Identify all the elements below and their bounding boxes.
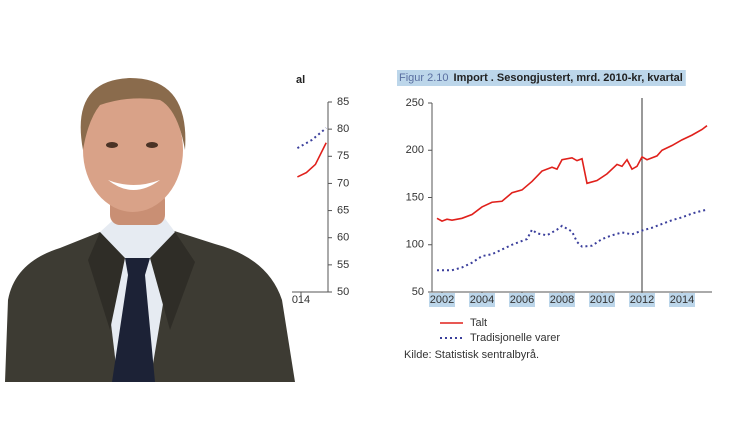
chart-title: Import . Sesongjustert, mrd. 2010-kr, kv… [454,72,683,84]
series-line [297,142,327,178]
lapel-right [150,232,195,330]
x-tick-highlight [629,293,655,307]
x-tick-label: 2012 [630,294,654,306]
hair [80,78,186,150]
y-tick-label: 85 [337,96,349,108]
y-tick-label: 100 [406,239,424,251]
x-tick-label: 2004 [470,294,494,306]
x-tick-label: 014 [292,294,310,306]
eye [106,142,118,148]
tie [112,258,155,382]
x-tick-label: 2014 [670,294,694,306]
series-line [296,127,327,150]
x-tick-label: 2008 [550,294,574,306]
y-tick-label: 50 [337,286,349,298]
x-tick-highlight [509,293,535,307]
eye [146,142,158,148]
x-tick-label: 2010 [590,294,614,306]
x-tick-label: 2006 [510,294,534,306]
y-tick-label: 250 [406,97,424,109]
y-tick-label: 200 [406,144,424,156]
y-tick-label: 150 [406,191,424,203]
y-tick-label: 50 [412,286,424,298]
x-tick-highlight [469,293,495,307]
x-tick-highlight [549,293,575,307]
series-line [437,208,708,272]
x-tick-highlight [429,293,455,307]
y-tick-label: 65 [337,204,349,216]
y-tick-label: 75 [337,150,349,162]
source-note: Kilde: Statistisk sentralbyrå. [404,349,539,361]
chart-title: al [296,74,305,86]
series-line [436,125,708,223]
y-tick-label: 55 [337,259,349,271]
y-tick-label: 60 [337,232,349,244]
legend-label: Talt [470,317,487,329]
y-tick-label: 80 [337,123,349,135]
smile [108,180,160,190]
figure-label: Figur 2.10 [399,72,449,84]
title-highlight [397,70,686,86]
x-tick-highlight [589,293,615,307]
lapel-left [88,232,125,330]
x-tick-label: 2002 [430,294,454,306]
x-tick-highlight [669,293,695,307]
portrait-photo [5,78,295,382]
y-tick-label: 70 [337,177,349,189]
legend-label: Tradisjonelle varer [470,332,560,344]
